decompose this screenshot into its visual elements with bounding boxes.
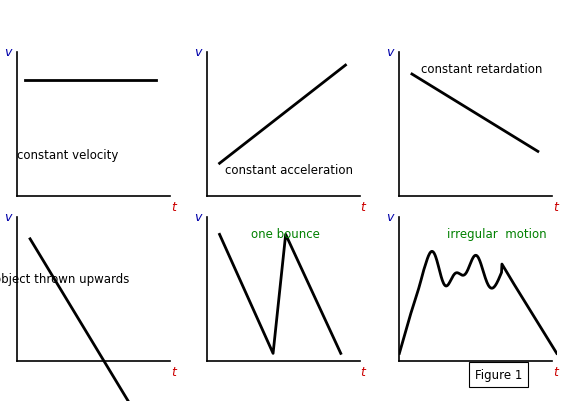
Text: Figure 1: Figure 1 [475, 369, 522, 381]
Text: v: v [4, 211, 12, 223]
Text: v: v [194, 46, 201, 59]
Text: v: v [4, 46, 12, 59]
Text: constant acceleration: constant acceleration [225, 163, 353, 176]
Text: v: v [194, 211, 201, 223]
Text: t: t [360, 365, 365, 378]
Text: t: t [171, 365, 175, 378]
Text: object thrown upwards: object thrown upwards [0, 273, 129, 286]
Text: constant retardation: constant retardation [420, 63, 542, 76]
Text: v: v [386, 46, 394, 59]
Text: irregular  motion: irregular motion [447, 227, 547, 240]
Text: t: t [171, 200, 175, 213]
Text: constant velocity: constant velocity [17, 148, 118, 162]
Text: t: t [553, 365, 557, 378]
Text: t: t [360, 200, 365, 213]
Text: t: t [553, 200, 557, 213]
Text: one bounce: one bounce [251, 227, 320, 240]
Text: v: v [386, 211, 394, 223]
